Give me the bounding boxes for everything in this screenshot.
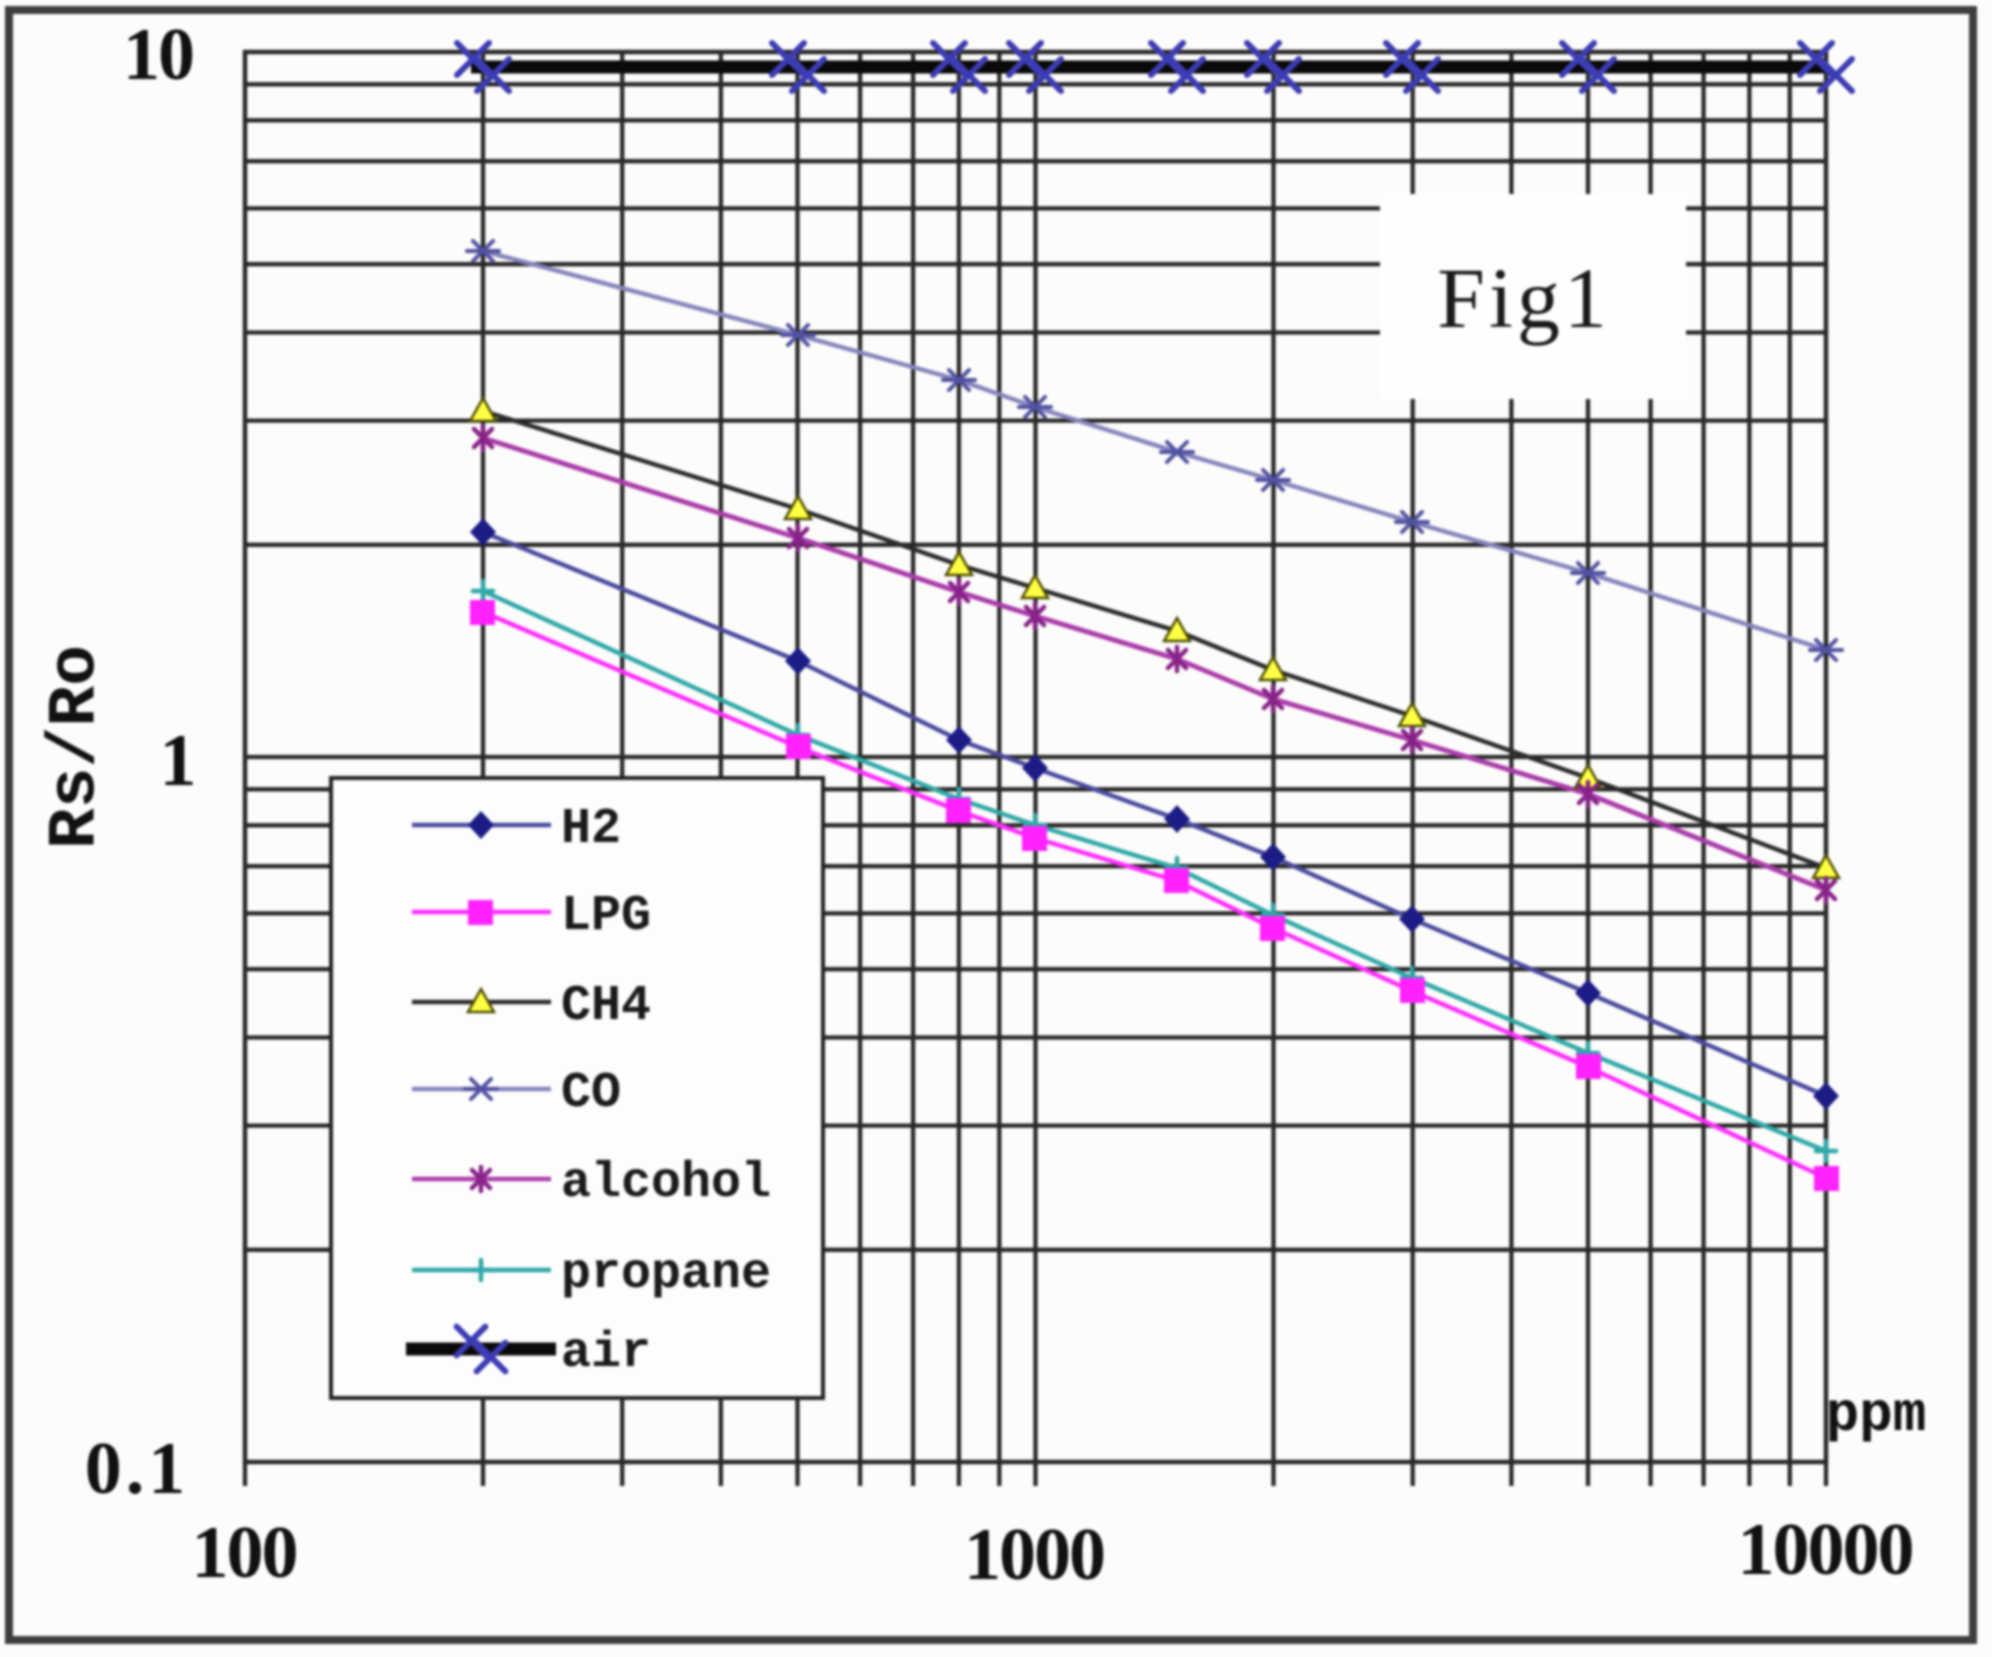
svg-text:100: 100	[192, 1512, 297, 1594]
svg-text:Fig1: Fig1	[1437, 250, 1611, 346]
svg-text:1: 1	[160, 720, 195, 802]
svg-text:10: 10	[123, 14, 193, 96]
svg-text:0.1: 0.1	[85, 1428, 190, 1510]
svg-text:Rs/Ro: Rs/Ro	[38, 645, 115, 849]
svg-text:air: air	[561, 1325, 651, 1382]
svg-text:CH4: CH4	[561, 978, 651, 1035]
svg-text:10000: 10000	[1738, 1509, 1913, 1591]
svg-text:H2: H2	[561, 801, 621, 858]
svg-text:1000: 1000	[964, 1514, 1104, 1596]
svg-text:CO: CO	[561, 1065, 621, 1122]
svg-text:propane: propane	[561, 1246, 771, 1303]
svg-text:ppm: ppm	[1826, 1383, 1927, 1447]
svg-text:alcohol: alcohol	[561, 1155, 771, 1212]
svg-text:LPG: LPG	[561, 888, 651, 945]
